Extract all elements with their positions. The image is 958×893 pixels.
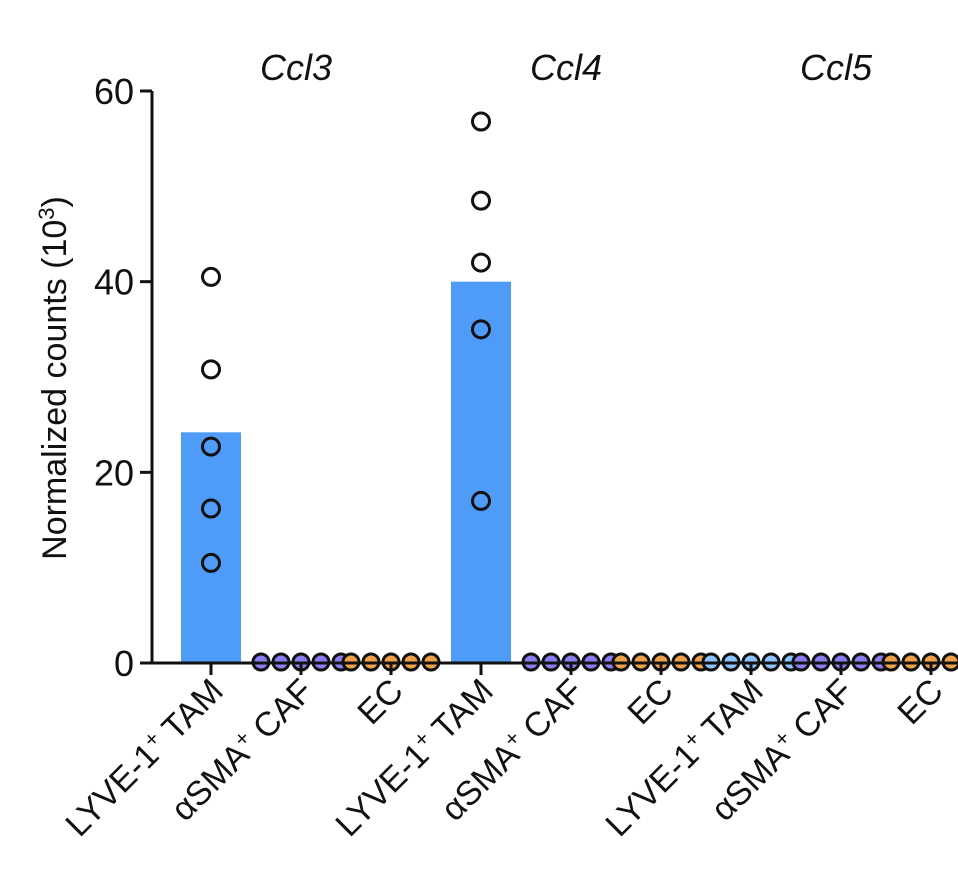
- data-point: [471, 490, 491, 511]
- gene-labels: Ccl3 Ccl4 Ccl5: [260, 47, 873, 88]
- y-axis: 0 20 40 60: [94, 71, 154, 684]
- y-tick-label: 0: [114, 643, 134, 684]
- data-point: [201, 498, 221, 519]
- y-axis-label: Normalized counts (103): [34, 196, 75, 560]
- category-label: LYVE-1+ TAM: [597, 670, 771, 844]
- data-point: [201, 359, 221, 380]
- data-point: [471, 319, 491, 340]
- data-point: [471, 252, 491, 273]
- category-label: LYVE-1+ TAM: [327, 670, 501, 844]
- category-label-name: LYVE-1: [58, 736, 166, 844]
- gene-label-ccl5: Ccl5: [800, 47, 873, 88]
- data-point: [201, 552, 221, 573]
- category-label: EC: [890, 672, 950, 732]
- y-tick-label: 20: [94, 452, 134, 493]
- gene-label-ccl3: Ccl3: [260, 47, 332, 88]
- points-layer: [201, 111, 958, 672]
- y-axis-label-close: ): [36, 196, 74, 207]
- data-point: [201, 436, 221, 457]
- bar: [451, 281, 511, 663]
- y-tick-label: 40: [94, 262, 134, 303]
- category-label-name: LYVE-1: [598, 736, 706, 844]
- category-label-name: EC: [350, 672, 410, 732]
- data-point: [471, 111, 491, 132]
- category-label-name: EC: [620, 672, 680, 732]
- gene-label-ccl4: Ccl4: [530, 47, 602, 88]
- data-point: [471, 190, 491, 211]
- x-ticks: [209, 663, 933, 675]
- category-label: EC: [620, 672, 680, 732]
- y-tick-label: 60: [94, 71, 134, 112]
- y-axis-label-text: Normalized counts (10: [36, 220, 74, 560]
- bars-layer: [181, 281, 958, 664]
- category-label-name: LYVE-1: [328, 736, 436, 844]
- y-axis-label-sup: 3: [34, 207, 59, 219]
- category-label: LYVE-1+ TAM: [57, 670, 231, 844]
- data-point: [201, 266, 221, 287]
- category-label: EC: [350, 672, 410, 732]
- bar: [181, 432, 241, 663]
- category-label-name: EC: [890, 672, 950, 732]
